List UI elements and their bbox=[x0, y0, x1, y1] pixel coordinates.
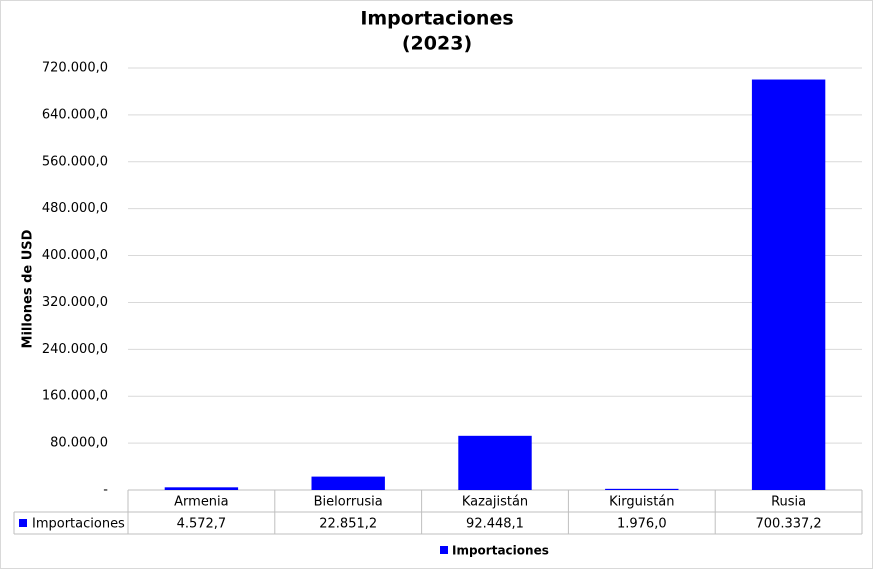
x-tick-label: Armenia bbox=[174, 495, 229, 510]
y-tick-label: 720.000,0 bbox=[42, 61, 108, 76]
x-tick-label: Rusia bbox=[771, 495, 806, 510]
chart-title: Importaciones bbox=[360, 8, 513, 30]
table-value: 1.976,0 bbox=[617, 517, 667, 532]
bar bbox=[164, 487, 239, 490]
bar bbox=[605, 488, 679, 490]
y-tick-label: 480.000,0 bbox=[42, 201, 108, 216]
bar bbox=[458, 435, 532, 490]
table-value: 4.572,7 bbox=[177, 517, 227, 532]
chart-subtitle: (2023) bbox=[402, 33, 472, 55]
y-tick-label: 560.000,0 bbox=[42, 154, 108, 169]
y-tick-label: 240.000,0 bbox=[42, 342, 108, 357]
y-axis-label: Millones de USD bbox=[21, 229, 36, 348]
y-tick-label: 640.000,0 bbox=[42, 107, 108, 122]
table-value: 92.448,1 bbox=[466, 517, 524, 532]
bar bbox=[751, 79, 826, 490]
y-tick-label: 80.000,0 bbox=[50, 436, 108, 451]
x-tick-label: Kazajistán bbox=[462, 495, 528, 510]
y-tick-label: 400.000,0 bbox=[42, 248, 108, 263]
legend-key bbox=[19, 519, 27, 527]
table-series-name: Importaciones bbox=[32, 517, 125, 532]
y-tick-label: - bbox=[103, 483, 108, 498]
bar bbox=[311, 476, 385, 490]
y-tick-label: 160.000,0 bbox=[42, 389, 108, 404]
legend-key bbox=[440, 546, 448, 554]
x-tick-label: Kirguistán bbox=[609, 495, 674, 510]
y-tick-label: 320.000,0 bbox=[42, 295, 108, 310]
legend-label: Importaciones bbox=[452, 544, 549, 558]
table-value: 700.337,2 bbox=[756, 517, 822, 532]
table-value: 22.851,2 bbox=[319, 517, 377, 532]
x-tick-label: Bielorrusia bbox=[314, 495, 383, 510]
